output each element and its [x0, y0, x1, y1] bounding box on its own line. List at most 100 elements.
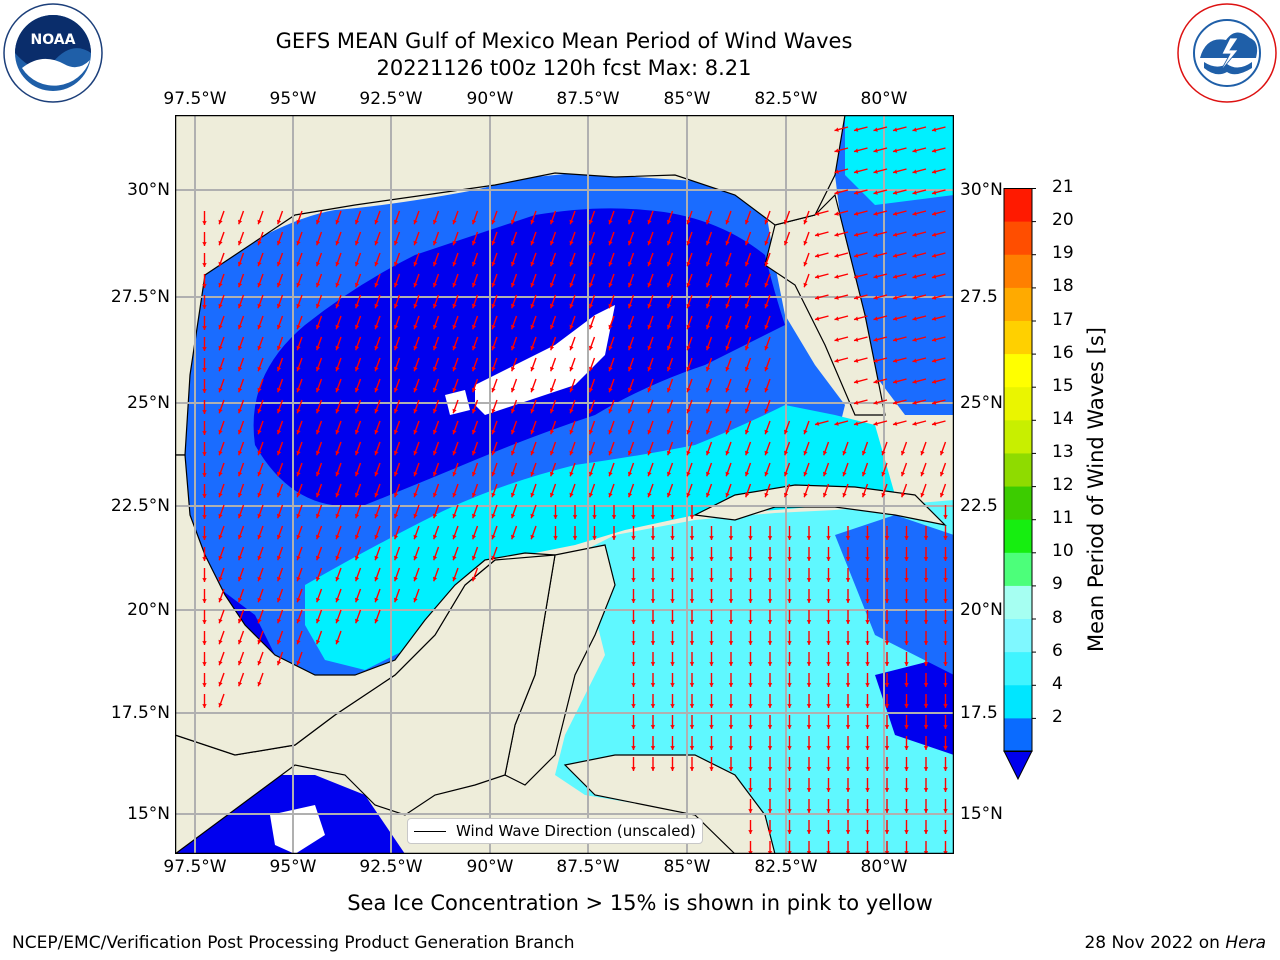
wave-direction-arrowhead	[608, 492, 613, 498]
wave-direction-arrowhead	[725, 303, 730, 309]
wave-direction-arrowhead	[893, 274, 898, 279]
wave-direction-arrowhead	[940, 450, 945, 456]
wave-direction-arrowhead	[923, 809, 929, 813]
wave-direction-arrowhead	[884, 557, 890, 561]
wave-direction-arrowhead	[589, 219, 594, 225]
wave-direction-arrowhead	[433, 303, 438, 309]
wave-direction-arrowhead	[238, 429, 243, 435]
wave-direction-arrowhead	[277, 303, 282, 309]
map-legend: Wind Wave Direction (unscaled)	[407, 818, 703, 844]
wave-direction-arrowhead	[335, 345, 340, 351]
wave-direction-arrowhead	[569, 345, 574, 351]
wave-direction-arrowhead	[413, 387, 418, 393]
wave-direction-arrowhead	[296, 261, 301, 267]
wave-direction-arrowhead	[277, 492, 282, 498]
wave-direction-arrowhead	[806, 788, 812, 792]
wave-direction-arrowhead	[865, 767, 870, 771]
wave-direction-arrowhead	[296, 282, 301, 288]
wave-direction-arrowhead	[257, 555, 262, 561]
wave-direction-arrowhead	[472, 408, 477, 414]
wave-direction-arrowhead	[335, 219, 340, 225]
wave-direction-arrowhead	[686, 282, 691, 288]
wave-direction-arrowhead	[806, 746, 812, 750]
wave-direction-arrowhead	[689, 599, 695, 603]
wave-direction-arrowhead	[764, 261, 769, 267]
wave-direction-arrowhead	[803, 450, 808, 456]
wave-direction-arrowhead	[238, 387, 243, 393]
wave-direction-arrowhead	[277, 387, 282, 393]
wave-direction-arrowhead	[394, 324, 399, 330]
wave-direction-arrowhead	[650, 641, 656, 645]
wave-direction-arrowhead	[335, 555, 340, 561]
wave-direction-arrowhead	[728, 746, 734, 750]
wave-direction-arrowhead	[374, 597, 379, 603]
colorbar-tick-label: 21	[1052, 177, 1074, 197]
colorbar	[1000, 188, 1036, 782]
wave-direction-arrowhead	[374, 450, 379, 456]
map-title: GEFS MEAN Gulf of Mexico Mean Period of …	[275, 29, 853, 53]
wave-direction-arrowhead	[709, 599, 714, 603]
wave-direction-arrowhead	[589, 429, 594, 435]
wave-direction-arrowhead	[238, 450, 243, 456]
wave-direction-arrowhead	[511, 471, 516, 477]
wave-direction-arrowhead	[943, 683, 948, 687]
wave-direction-arrowhead	[218, 429, 223, 435]
wave-direction-arrowhead	[873, 169, 878, 174]
wave-direction-arrowhead	[394, 366, 399, 372]
legend-label: Wind Wave Direction (unscaled)	[456, 822, 696, 840]
wave-direction-arrowhead	[589, 282, 594, 288]
wave-direction-arrowhead	[374, 345, 379, 351]
wave-direction-arrowhead	[667, 429, 672, 435]
wave-direction-arrowhead	[815, 211, 820, 216]
wave-direction-arrowhead	[904, 683, 909, 687]
wave-direction-arrowhead	[277, 408, 282, 414]
wave-direction-arrowhead	[608, 261, 613, 267]
wave-direction-arrowhead	[472, 282, 477, 288]
wave-direction-arrowhead	[608, 366, 613, 372]
wave-direction-arrowhead	[202, 284, 207, 288]
wave-direction-arrowhead	[374, 408, 379, 414]
lat-label-right: 25°N	[960, 393, 1003, 413]
wave-direction-arrowhead	[628, 366, 633, 372]
wave-direction-arrowhead	[667, 471, 672, 477]
wave-direction-arrowhead	[433, 450, 438, 456]
wave-direction-arrowhead	[218, 492, 223, 498]
colorbar-swatch	[1004, 452, 1032, 487]
wave-direction-arrowhead	[589, 471, 594, 477]
wave-direction-arrowhead	[316, 303, 321, 309]
lat-label-left: 17.5°N	[110, 703, 170, 723]
wave-direction-arrowhead	[550, 408, 555, 414]
wave-direction-arrowhead	[826, 641, 831, 645]
wave-direction-arrowhead	[787, 725, 792, 729]
wave-direction-arrowhead	[834, 358, 839, 363]
wave-direction-arrowhead	[686, 471, 691, 477]
lon-label-bottom: 90°W	[466, 857, 514, 877]
wave-direction-arrowhead	[433, 261, 438, 267]
wave-direction-arrowhead	[277, 513, 282, 519]
wave-direction-arrowhead	[893, 295, 898, 300]
wave-direction-arrowhead	[335, 282, 340, 288]
lon-label-top: 82.5°W	[754, 89, 818, 109]
wave-direction-arrowhead	[355, 618, 360, 624]
wave-direction-arrowhead	[413, 534, 418, 540]
wave-direction-arrowhead	[550, 261, 555, 267]
colorbar-swatch	[1004, 254, 1032, 288]
wave-direction-arrowhead	[316, 492, 321, 498]
wave-direction-arrowhead	[748, 536, 753, 540]
wave-direction-arrowhead	[706, 219, 711, 225]
wave-direction-arrowhead	[826, 746, 831, 750]
wave-direction-arrowhead	[865, 704, 870, 708]
wave-direction-arrowhead	[628, 345, 633, 351]
wave-direction-arrowhead	[884, 746, 890, 750]
wave-direction-arrowhead	[854, 148, 859, 153]
wave-direction-arrowhead	[745, 282, 750, 288]
wave-direction-arrowhead	[667, 408, 672, 414]
wave-direction-arrowhead	[667, 324, 672, 330]
wave-direction-arrowhead	[787, 620, 792, 624]
wave-direction-arrowhead	[784, 471, 789, 477]
wave-direction-arrowhead	[748, 599, 753, 603]
wave-direction-arrowhead	[589, 450, 594, 456]
colorbar-tick-label: 20	[1052, 210, 1074, 231]
wave-direction-arrowhead	[355, 282, 360, 288]
wave-direction-arrowhead	[569, 408, 574, 414]
